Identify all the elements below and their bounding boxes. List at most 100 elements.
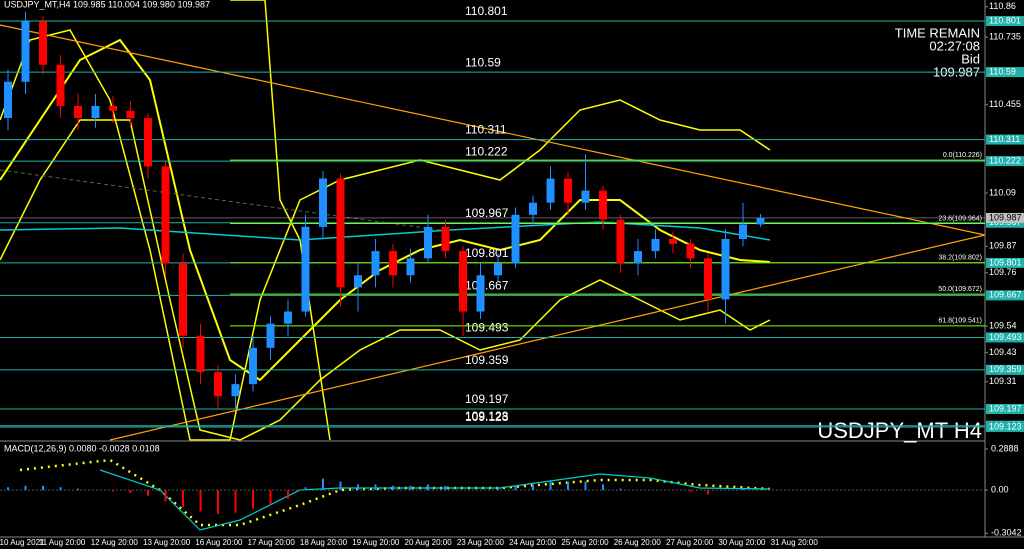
bid-label: Bid <box>961 51 980 66</box>
level-box <box>986 290 1024 301</box>
candle-body <box>599 190 607 220</box>
fib-label: 61.8(109.541) <box>938 318 982 325</box>
level-axis-label: 109.667 <box>989 290 1022 300</box>
trendline-down <box>0 24 986 236</box>
candle-body <box>39 21 47 65</box>
x-tick-label: 20 Aug 20:00 <box>405 538 453 547</box>
level-axis-label: 110.59 <box>989 66 1016 76</box>
candle-body <box>546 178 555 203</box>
level-axis-label: 110.222 <box>989 155 1021 165</box>
bid-axis-label: 109.987 <box>989 212 1022 222</box>
candle-body <box>721 238 730 300</box>
x-tick-label: 27 Aug 20:00 <box>666 538 714 547</box>
x-tick-label: 12 Aug 20:00 <box>91 538 139 547</box>
candle-body <box>284 311 292 324</box>
fib-label: 0.0(110.226) <box>943 152 982 159</box>
candle-body <box>319 178 327 227</box>
candle-body <box>704 258 712 300</box>
time-remain-label: TIME REMAIN <box>895 25 980 40</box>
fib-label: 50.0(109.672) <box>938 286 982 293</box>
candle-body <box>21 21 30 82</box>
candle-body <box>459 251 467 312</box>
x-tick-label: 17 Aug 20:00 <box>248 538 296 547</box>
level-box <box>986 364 1024 375</box>
level-label: 109.197 <box>465 392 509 406</box>
level-label: 109.667 <box>465 279 509 293</box>
candle-body <box>651 238 660 252</box>
candle-body <box>564 178 572 203</box>
y-tick-label: 110.86 <box>989 1 1016 11</box>
x-tick-label: 30 Aug 20:00 <box>718 538 766 547</box>
moving-average <box>0 221 771 241</box>
x-tick-label: 16 Aug 20:00 <box>195 538 243 547</box>
candle-body <box>756 217 765 225</box>
candle-body <box>686 243 695 259</box>
level-label: 110.222 <box>465 144 508 158</box>
x-tick-label: 23 Aug 20:00 <box>457 538 505 547</box>
candle-body <box>266 323 275 348</box>
candle-body <box>249 347 257 385</box>
level-axis-label: 110.801 <box>989 15 1021 25</box>
candle-body <box>214 372 222 397</box>
level-label: 110.801 <box>465 4 508 18</box>
level-label: 109.128 <box>465 409 509 423</box>
x-tick-label: 25 Aug 20:00 <box>561 538 609 547</box>
level-label: 110.59 <box>465 55 501 69</box>
x-tick-label: 11 Aug 20:00 <box>39 538 86 547</box>
level-label: 109.967 <box>465 206 509 220</box>
level-label: 109.123 <box>465 410 509 424</box>
candle-body <box>529 202 537 215</box>
level-label: 110.311 <box>465 123 507 137</box>
x-tick-label: 19 Aug 20:00 <box>352 538 400 547</box>
level-axis-label: 109.359 <box>989 364 1022 374</box>
macd-label: MACD(12,26,9) 0.0080 -0.0028 0.0108 <box>4 443 160 453</box>
level-label: 109.493 <box>465 321 509 335</box>
y-tick-label: 109.76 <box>989 267 1017 277</box>
watermark: USDJPY_MT H4 <box>817 418 982 443</box>
candle-body <box>231 384 240 397</box>
level-axis-label: 109.801 <box>989 257 1022 267</box>
candle-body <box>56 64 65 106</box>
x-tick-label: 24 Aug 20:00 <box>509 538 557 547</box>
candle-body <box>336 178 345 288</box>
y-tick-label: 0.00 <box>991 484 1009 494</box>
candle-body <box>616 219 625 264</box>
y-tick-label: 110.735 <box>989 31 1021 41</box>
y-tick-label: 109.31 <box>989 376 1017 386</box>
candle-body <box>109 105 117 111</box>
level-box <box>986 421 1024 432</box>
candle-body <box>126 110 135 119</box>
time-remain: 02:27:08 <box>929 38 980 53</box>
candle-body <box>91 105 100 119</box>
level-box <box>986 332 1024 343</box>
symbol-info: USDJPY_MT,H4 109.985 110.004 109.980 109… <box>4 0 210 9</box>
x-tick-label: 26 Aug 20:00 <box>614 538 662 547</box>
x-tick-label: 18 Aug 20:00 <box>300 538 348 547</box>
candle-body <box>354 275 362 288</box>
candle-body <box>634 251 642 264</box>
band-upper <box>0 29 771 441</box>
candle-body <box>739 224 747 239</box>
level-box <box>986 134 1024 145</box>
level-box <box>986 257 1024 268</box>
band-mid <box>0 38 771 382</box>
y-tick-label: 109.87 <box>989 241 1017 251</box>
level-box <box>986 404 1024 415</box>
candle-body <box>424 226 432 259</box>
y-tick-label: -0.3042 <box>991 528 1022 538</box>
macd-line <box>99 469 771 531</box>
y-tick-label: 110.455 <box>989 99 1021 109</box>
candle-body <box>301 226 310 312</box>
candle-body <box>669 238 677 244</box>
band-lower <box>0 119 771 441</box>
candle-body <box>179 263 187 336</box>
y-tick-label: 0.2888 <box>991 443 1019 453</box>
y-tick-label: 109.54 <box>989 320 1017 330</box>
x-tick-label: 13 Aug 20:00 <box>143 538 191 547</box>
level-box <box>986 67 1024 78</box>
level-axis-label: 109.493 <box>989 332 1022 342</box>
level-axis-label: 109.123 <box>989 421 1022 431</box>
level-axis-label: 109.197 <box>989 403 1022 413</box>
level-label: 109.359 <box>465 353 509 367</box>
candle-body <box>161 166 170 264</box>
